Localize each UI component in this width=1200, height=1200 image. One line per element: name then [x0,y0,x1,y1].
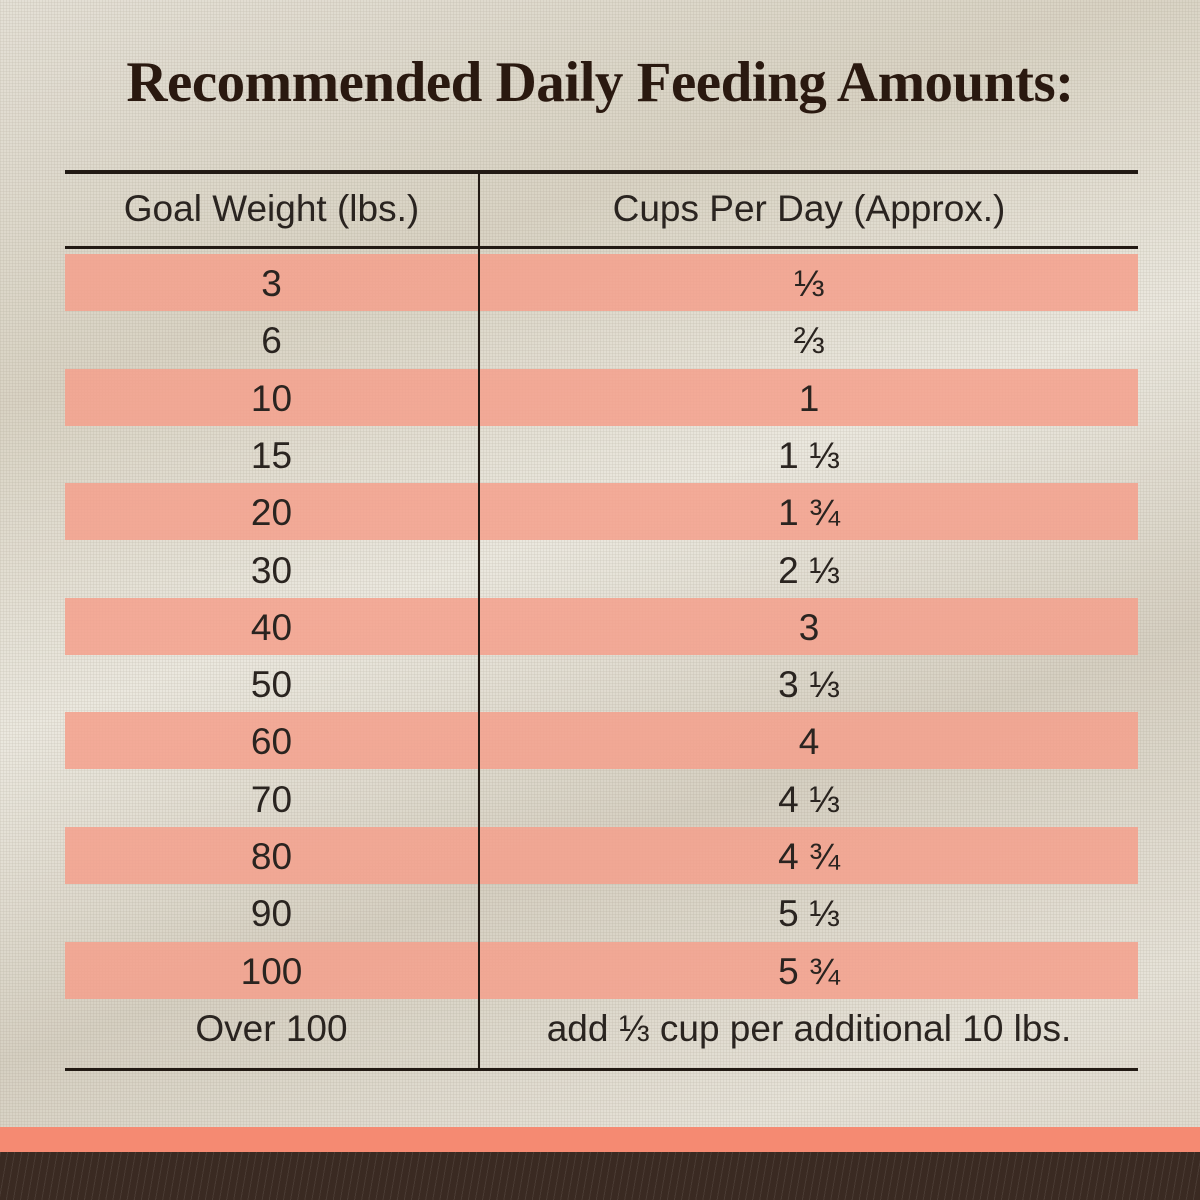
cups-per-day-cell: 5 ⅓ [778,893,840,935]
goal-weight-cell: 30 [250,549,293,591]
header-goal-weight: Goal Weight (lbs.) [123,188,420,229]
table-top-rule [65,170,1138,174]
table-bottom-rule [65,1068,1138,1071]
goal-weight-cell: 3 [261,263,282,304]
goal-weight-cell: 80 [250,836,293,877]
cups-per-day-cell: 1 ¾ [778,492,840,534]
cups-per-day-cell: 5 ¾ [778,950,840,992]
cups-per-day-cell: ⅔ [793,320,825,362]
table-row: 40 3 [65,597,1138,655]
page-title: Recommended Daily Feeding Amounts: [126,51,1074,114]
footer-band [0,1152,1200,1200]
cups-per-day-cell: 3 ⅓ [778,664,840,706]
goal-weight-cell: Over 100 [195,1007,348,1049]
goal-weight-cell: 70 [250,778,293,820]
goal-weight-cell: 100 [240,950,303,992]
table-row: 80 4 ¾ [65,827,1138,884]
header-cups-per-day: Cups Per Day (Approx.) [612,188,1006,229]
table-row: 20 1 ¾ [65,483,1138,541]
goal-weight-cell: 40 [250,606,293,648]
table-row: 15 1 ⅓ [65,426,1138,483]
goal-weight-cell: 15 [250,434,293,476]
cups-per-day-cell: 2 ⅓ [778,549,840,591]
cups-per-day-cell: 3 [798,606,820,648]
cups-per-day-cell: 4 [798,721,820,763]
table-row: 10 1 [65,368,1138,426]
goal-weight-cell: 6 [261,320,282,362]
table-row: Over 100 add ⅓ cup per additional 10 lbs. [65,999,1138,1056]
goal-weight-cell: 60 [250,721,293,763]
table-row: 50 3 ⅓ [65,655,1138,712]
goal-weight-cell: 10 [250,377,293,419]
table-row: 90 5 ⅓ [65,884,1138,941]
table-row: 100 5 ¾ [65,941,1138,999]
table-row: 30 2 ⅓ [65,541,1138,598]
column-divider [478,172,480,1070]
cups-per-day-cell: 4 ¾ [778,836,840,877]
cups-per-day-cell: 4 ⅓ [778,778,840,820]
cups-per-day-cell: add ⅓ cup per additional 10 lbs. [546,1007,1072,1049]
table-row: 70 4 ⅓ [65,770,1138,827]
cups-per-day-cell: 1 ⅓ [778,434,840,476]
header-rule [65,246,1138,249]
coral-band [0,1127,1200,1152]
cups-per-day-cell: ⅓ [793,263,825,304]
cups-per-day-cell: 1 [798,377,820,419]
goal-weight-cell: 90 [250,893,293,935]
table-row: 60 4 [65,712,1138,770]
goal-weight-cell: 20 [250,492,293,534]
goal-weight-cell: 50 [250,664,293,706]
